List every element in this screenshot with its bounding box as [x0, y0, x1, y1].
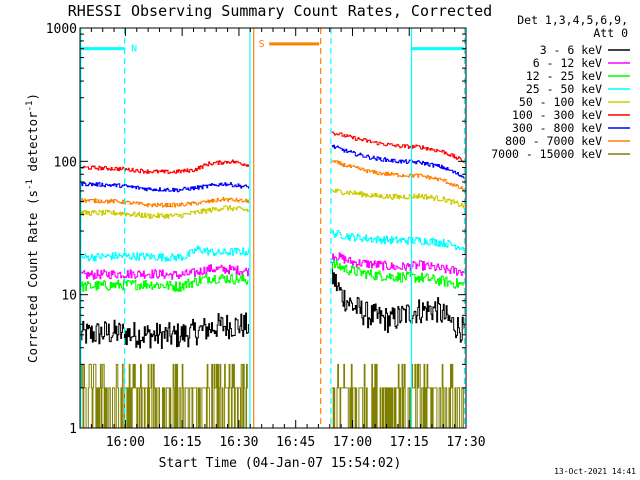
plot-area: N S 1 10 100 1000 16:00 16:15 16:30 16:45 17:00 17:…	[46, 22, 486, 450]
x-axis-label: Start Time (04-Jan-07 15:54:02)	[159, 456, 402, 471]
x-tick-label: 16:30	[219, 435, 258, 450]
legend-label-4: 25 - 50 keV	[526, 82, 602, 96]
series-line-6-seg1	[80, 159, 249, 175]
y-label-end: )	[25, 93, 40, 101]
x-tick-label: 17:00	[333, 435, 372, 450]
series-line-9-seg2	[331, 363, 464, 429]
series-line-7-seg1	[80, 181, 249, 193]
flag-label-n: N	[131, 44, 137, 55]
series-line-5-seg2	[331, 188, 465, 209]
x-tick-label: 16:45	[276, 435, 315, 450]
y-tick-label: 1000	[46, 22, 77, 37]
legend-label-8: 800 - 7000 keV	[505, 134, 602, 148]
plot-frame	[79, 27, 467, 429]
series-line-8-seg1	[80, 196, 249, 208]
legend-label-5: 50 - 100 keV	[519, 95, 602, 109]
legend-label-2: 6 - 12 keV	[533, 56, 602, 70]
footer-timestamp: 13-Oct-2021 14:41	[554, 467, 636, 476]
series-line-5-seg1	[80, 205, 249, 219]
series-line-8-seg2	[331, 160, 465, 191]
legend-label-3: 12 - 25 keV	[526, 69, 602, 83]
legend-label-1: 3 - 6 keV	[540, 43, 602, 57]
series-line-3-seg1	[80, 273, 249, 292]
legend-label-9: 7000 - 15000 keV	[491, 147, 602, 161]
series-line-4-seg2	[331, 230, 465, 251]
series-line-2-seg1	[80, 264, 249, 280]
series-line-3-seg2	[331, 259, 465, 289]
series-line-1-seg1	[80, 312, 249, 349]
series-line-4-seg1	[80, 245, 249, 262]
x-tick-label: 17:15	[390, 435, 429, 450]
series-line-9-seg1	[80, 363, 248, 429]
chart-title: RHESSI Observing Summary Count Rates, Co…	[68, 2, 492, 20]
y-label-sup1: -1	[25, 179, 35, 190]
legend-label-6: 100 - 300 keV	[512, 108, 602, 122]
series-line-1-seg2	[331, 262, 465, 343]
y-tick-label: 1	[69, 422, 77, 437]
series-line-7-seg2	[331, 144, 465, 180]
legend-label-7: 300 - 800 keV	[512, 121, 602, 135]
x-tick-label: 17:30	[446, 435, 485, 450]
x-tick-label: 16:00	[106, 435, 145, 450]
series-line-6-seg2	[331, 131, 465, 163]
series-line-2-seg2	[331, 252, 465, 276]
y-label-mid: detector	[25, 111, 40, 179]
x-tick-label: 16:15	[163, 435, 202, 450]
y-tick-label: 10	[61, 289, 77, 304]
y-label-sup2: -1	[25, 101, 35, 112]
y-tick-label: 100	[54, 155, 77, 170]
legend-title-1: Det 1,3,4,5,6,9,	[517, 13, 628, 27]
flag-label-s: S	[259, 39, 265, 50]
y-axis-label: Corrected Count Rate (s-1 detector-1)	[25, 93, 40, 363]
y-label-main: Corrected Count Rate (s	[25, 190, 40, 363]
legend-title-2: Att 0	[593, 26, 628, 40]
